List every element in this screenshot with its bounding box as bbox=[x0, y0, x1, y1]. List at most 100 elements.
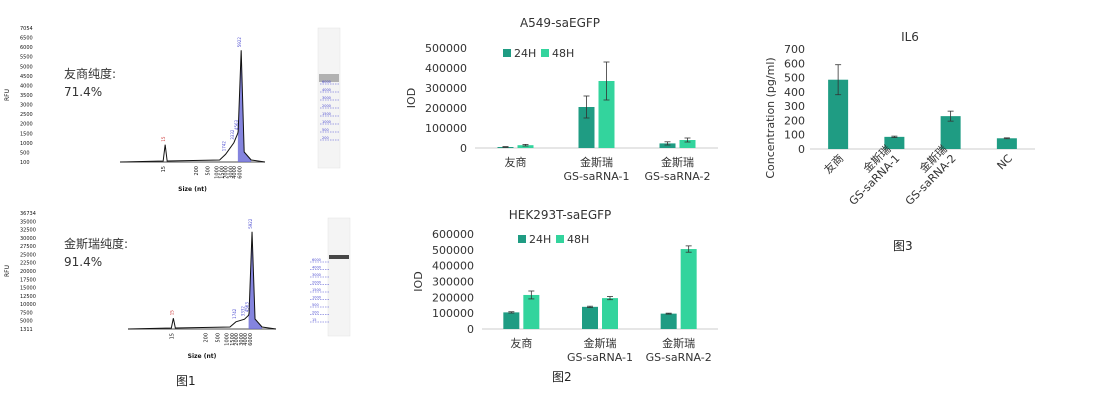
x-tick-label: 200 bbox=[203, 333, 209, 343]
gel-marker-label: 2000 bbox=[312, 281, 321, 285]
gel-marker-label: 3000 bbox=[322, 96, 331, 100]
y-tick-label: 30000 bbox=[20, 236, 36, 242]
bar bbox=[659, 143, 676, 148]
y-tick-label: 25000 bbox=[20, 252, 36, 258]
y-tick-label: 200000 bbox=[425, 102, 467, 115]
legend-label: 24H bbox=[529, 233, 551, 246]
y-tick-label: 400 bbox=[784, 86, 805, 99]
bar bbox=[884, 136, 905, 149]
y-tick-label: 5500 bbox=[20, 55, 33, 61]
gel-marker-label: 6000 bbox=[312, 258, 321, 262]
legend-label: 24H bbox=[514, 47, 536, 60]
figure-caption-2: 图2 bbox=[552, 370, 572, 384]
category-label: GS-saRNA-1 bbox=[567, 351, 633, 364]
x-tick-label: 4000 bbox=[232, 166, 238, 179]
gel-marker-label: 6000 bbox=[322, 80, 331, 84]
x-tick-label: 2000 bbox=[234, 333, 240, 346]
chart-title: HEK293T-saEGFP bbox=[509, 208, 612, 222]
y-tick-label: 17500 bbox=[20, 277, 36, 283]
y-tick-label: 1311 bbox=[20, 327, 33, 333]
y-tick-label: 0 bbox=[467, 323, 474, 336]
y-axis-label: RFU bbox=[4, 89, 11, 101]
y-tick-label: 700 bbox=[784, 43, 805, 56]
gel-band bbox=[329, 255, 349, 259]
y-tick-label: 100000 bbox=[432, 307, 474, 320]
y-tick-label: 4000 bbox=[20, 83, 33, 89]
x-tick-label: 6000 bbox=[248, 333, 254, 346]
y-tick-label: 36734 bbox=[20, 211, 36, 217]
bar bbox=[598, 81, 615, 148]
y-axis-label: RFU bbox=[4, 265, 11, 277]
y-tick-label: 12500 bbox=[20, 294, 36, 300]
category-label: 友商 bbox=[510, 336, 532, 350]
bar bbox=[660, 313, 677, 329]
figure-caption-3: 图3 bbox=[893, 239, 913, 253]
x-tick-label: 6000 bbox=[237, 166, 243, 179]
category-label: NC bbox=[995, 152, 1016, 173]
gel-marker-label: 4000 bbox=[312, 266, 321, 270]
y-tick-label: 1000 bbox=[20, 141, 33, 147]
y-tick-label: 100000 bbox=[425, 122, 467, 135]
x-tick-label: 500 bbox=[206, 166, 212, 176]
y-tick-label: 0 bbox=[460, 142, 467, 155]
y-axis-label: IOD bbox=[405, 88, 418, 108]
legend-swatch bbox=[541, 49, 549, 57]
y-tick-label: 500000 bbox=[425, 42, 467, 55]
purity-annotation: 友商纯度: bbox=[64, 66, 116, 81]
y-tick-label: 200 bbox=[784, 114, 805, 127]
legend-swatch bbox=[556, 235, 564, 243]
gel-band bbox=[319, 74, 339, 82]
legend-swatch bbox=[503, 49, 511, 57]
category-label: 金斯瑞 bbox=[580, 155, 613, 169]
peak-label: 4563 bbox=[245, 302, 250, 313]
hek293t-chart-panel: HEK293T-saEGFP IOD 600000 500000 400000 30000… bbox=[400, 200, 720, 370]
y-tick-label: 32500 bbox=[20, 228, 36, 234]
y-tick-label: 500000 bbox=[432, 244, 474, 257]
y-tick-label: 5000 bbox=[20, 319, 33, 325]
peak-label: 15 bbox=[161, 136, 166, 142]
gel-marker-label: 3000 bbox=[312, 273, 321, 277]
electropherogram-chart-1: RFU7054650060005500500045004000350030002… bbox=[4, 26, 341, 193]
x-tick-label: 500 bbox=[216, 333, 222, 343]
trace-line bbox=[119, 50, 266, 163]
main-peak-area bbox=[248, 231, 263, 329]
y-tick-label: 300 bbox=[784, 100, 805, 113]
peak-label: 1742 bbox=[232, 308, 237, 319]
x-tick-label: 15 bbox=[161, 166, 167, 172]
y-tick-label: 500 bbox=[20, 150, 30, 156]
x-tick-label: 15 bbox=[169, 333, 175, 339]
gel-marker-label: 200 bbox=[322, 136, 329, 140]
category-label: 友商 bbox=[505, 155, 527, 169]
y-tick-label: 7500 bbox=[20, 310, 33, 316]
y-axis-label: Concentration (pg/ml) bbox=[764, 57, 777, 178]
bar bbox=[523, 294, 540, 329]
x-tick-label: 1500 bbox=[230, 333, 236, 346]
electropherogram-panel-1: RFU 7054 6500 6000 5500 5000 4500 4000 3500 3000 2… bbox=[0, 0, 380, 193]
y-tick-label: 22500 bbox=[20, 261, 36, 267]
purity-annotation: 金斯瑞纯度: bbox=[64, 236, 128, 251]
gel-marker-label: 500 bbox=[312, 303, 319, 307]
gel-marker-label: 1500 bbox=[312, 288, 321, 292]
y-tick-label: 15000 bbox=[20, 286, 36, 292]
category-label: 金斯瑞 bbox=[584, 336, 617, 350]
trace-line bbox=[127, 231, 277, 330]
bar bbox=[996, 138, 1017, 149]
x-tick-label: 2000 bbox=[223, 166, 229, 179]
legend-label: 48H bbox=[567, 233, 589, 246]
peak-label: 15 bbox=[169, 310, 174, 316]
y-tick-label: 0 bbox=[798, 143, 805, 156]
y-tick-label: 2500 bbox=[20, 112, 33, 118]
x-tick-label: 1000 bbox=[215, 166, 221, 179]
x-axis-label: Size (nt) bbox=[188, 353, 217, 360]
peak-label: 3332 bbox=[230, 129, 235, 140]
a549-bar-chart: A549-saEGFP IOD 500000 400000 300000 200000 10… bbox=[405, 16, 718, 183]
legend-label: 48H bbox=[552, 47, 574, 60]
category-label: GS-saRNA-2 bbox=[646, 351, 712, 364]
electropherogram-panel-2: RFU 36734 35000 32500 30000 27500 25000 22500 20… bbox=[0, 200, 380, 380]
electropherogram-chart-2: RFU 36734 35000 32500 30000 27500 25000 22500 20… bbox=[4, 211, 351, 360]
gel-marker-label: 2000 bbox=[322, 104, 331, 108]
x-tick-label: 4000 bbox=[243, 333, 249, 346]
y-tick-label: 600 bbox=[784, 57, 805, 70]
y-tick-label: 20000 bbox=[20, 269, 36, 275]
chart-title: IL6 bbox=[901, 30, 919, 44]
